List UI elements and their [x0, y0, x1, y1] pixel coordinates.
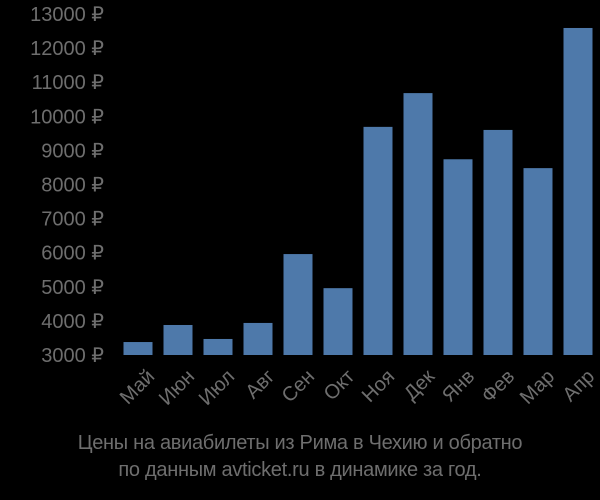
x-tick-label: Окт: [320, 366, 359, 405]
x-tick-label: Сен: [278, 366, 319, 407]
x-tick-label: Май: [116, 366, 159, 409]
x-tick-label: Фев: [477, 366, 519, 408]
bar: [323, 288, 353, 355]
bar: [443, 159, 473, 355]
bar: [123, 342, 153, 355]
bar: [363, 126, 393, 355]
y-tick-label: 5000 ₽: [41, 277, 104, 299]
x-tick-label: Июл: [195, 366, 239, 410]
bar: [163, 324, 193, 355]
bar: [203, 338, 233, 355]
bar: [523, 168, 553, 355]
y-tick-label: 10000 ₽: [30, 106, 104, 128]
chart-caption-line-1: Цены на авиабилеты из Рима в Чехию и обр…: [77, 432, 523, 454]
chart-caption-line-2: по данным avticket.ru в динамике за год.: [118, 459, 482, 481]
x-tick-label: Дек: [400, 365, 439, 404]
y-tick-label: 9000 ₽: [41, 140, 104, 162]
y-tick-label: 4000 ₽: [41, 311, 104, 333]
y-tick-label: 12000 ₽: [30, 38, 104, 60]
bar: [283, 254, 313, 355]
bar: [483, 129, 513, 355]
y-tick-label: 3000 ₽: [41, 345, 104, 367]
x-tick-label: Мар: [516, 366, 559, 409]
y-axis-labels: 3000 ₽ 4000 ₽ 5000 ₽ 6000 ₽ 7000 ₽ 8000 ₽ 9000…: [30, 4, 104, 367]
bar: [243, 322, 273, 355]
y-tick-label: 13000 ₽: [30, 4, 104, 26]
y-tick-label: 7000 ₽: [41, 209, 104, 231]
x-tick-label: Авг: [241, 366, 279, 404]
y-tick-label: 6000 ₽: [41, 243, 104, 265]
y-tick-label: 8000 ₽: [41, 175, 104, 197]
x-tick-label: Ноя: [358, 366, 399, 407]
x-tick-label: Июн: [155, 366, 199, 410]
y-tick-label: 11000 ₽: [32, 72, 105, 94]
x-tick-label: Апр: [559, 366, 600, 407]
bar: [563, 27, 593, 356]
x-tick-label: Янв: [438, 366, 479, 407]
bar: [403, 93, 433, 355]
bars: [123, 27, 593, 356]
